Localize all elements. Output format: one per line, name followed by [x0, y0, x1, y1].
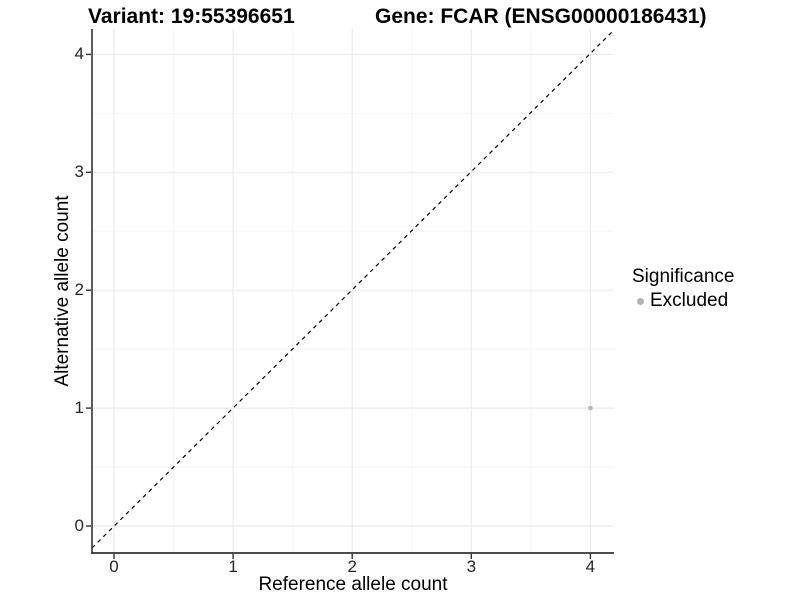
data-point	[588, 405, 593, 411]
legend-item-excluded: Excluded	[630, 290, 734, 312]
x-axis-title: Reference allele count	[258, 574, 448, 595]
x-tick-label: 4	[585, 557, 596, 576]
axis-tick-marks	[86, 53, 592, 559]
y-tick-label: 2	[74, 280, 84, 300]
grid-major-lines	[92, 29, 614, 553]
identity-reference-line	[91, 29, 615, 549]
legend-title: Significance	[632, 266, 735, 287]
y-tick-label: 0	[74, 516, 84, 535]
x-tick-label: 0	[109, 557, 119, 576]
legend-point-icon	[637, 297, 644, 305]
x-tick-label: 2	[347, 557, 357, 576]
x-tick-label: 1	[228, 557, 238, 576]
y-tick-label: 3	[74, 162, 84, 182]
plot-title-gene: Gene: FCAR (ENSG00000186431)	[375, 5, 707, 28]
plot-title-variant: Variant: 19:55396651	[88, 5, 295, 28]
x-tick-label: 3	[466, 557, 477, 576]
y-tick-label: 1	[74, 398, 84, 418]
legend-item-label: Excluded	[650, 290, 729, 311]
legend: Significance Excluded	[630, 266, 734, 312]
grid-minor-lines	[92, 29, 614, 553]
y-tick-label: 4	[74, 44, 84, 64]
